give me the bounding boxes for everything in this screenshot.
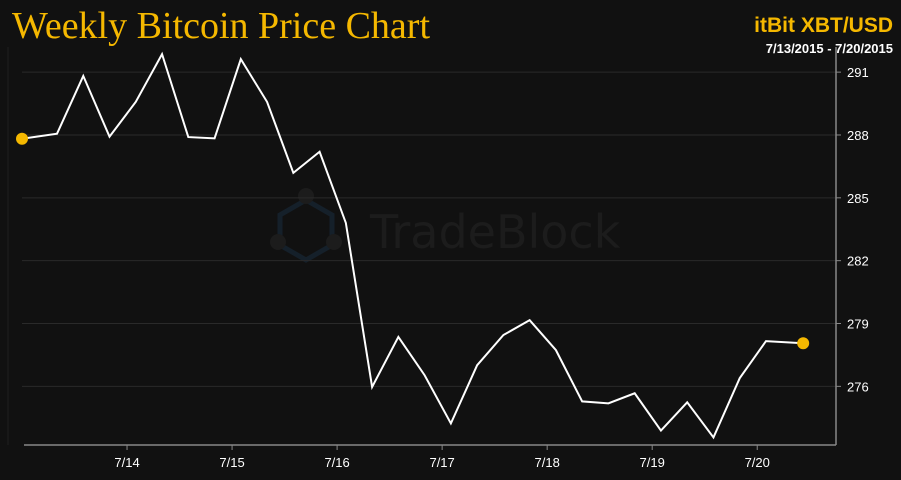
watermark-logo-icon — [277, 197, 335, 263]
y-tick-label: 288 — [847, 128, 869, 143]
x-tick-label: 7/20 — [745, 455, 770, 470]
x-tick-label: 7/14 — [114, 455, 139, 470]
watermark-logo-dot — [298, 188, 314, 204]
y-tick-label: 291 — [847, 65, 869, 80]
endpoint-marker — [797, 337, 810, 350]
y-tick-label: 282 — [847, 254, 869, 269]
date-range: 7/13/2015 - 7/20/2015 — [765, 41, 893, 56]
watermark-logo-dot — [326, 234, 342, 250]
x-tick-label: 7/15 — [219, 455, 244, 470]
y-tick-label: 279 — [847, 317, 869, 332]
price-line — [21, 51, 804, 440]
watermark-logo-dot — [270, 234, 286, 250]
watermark: TradeBlock — [270, 188, 621, 263]
endpoint-marker — [16, 132, 28, 145]
x-tick-label: 7/19 — [640, 455, 665, 470]
y-tick-label: 285 — [847, 191, 869, 206]
x-tick-label: 7/16 — [324, 455, 349, 470]
chart-title: Weekly Bitcoin Price Chart — [12, 5, 430, 47]
x-tick-label: 7/17 — [429, 455, 454, 470]
source-label: itBit XBT/USD — [754, 14, 893, 37]
y-tick-label: 276 — [847, 379, 869, 394]
x-tick-label: 7/18 — [535, 455, 560, 470]
watermark-text: TradeBlock — [369, 205, 621, 259]
